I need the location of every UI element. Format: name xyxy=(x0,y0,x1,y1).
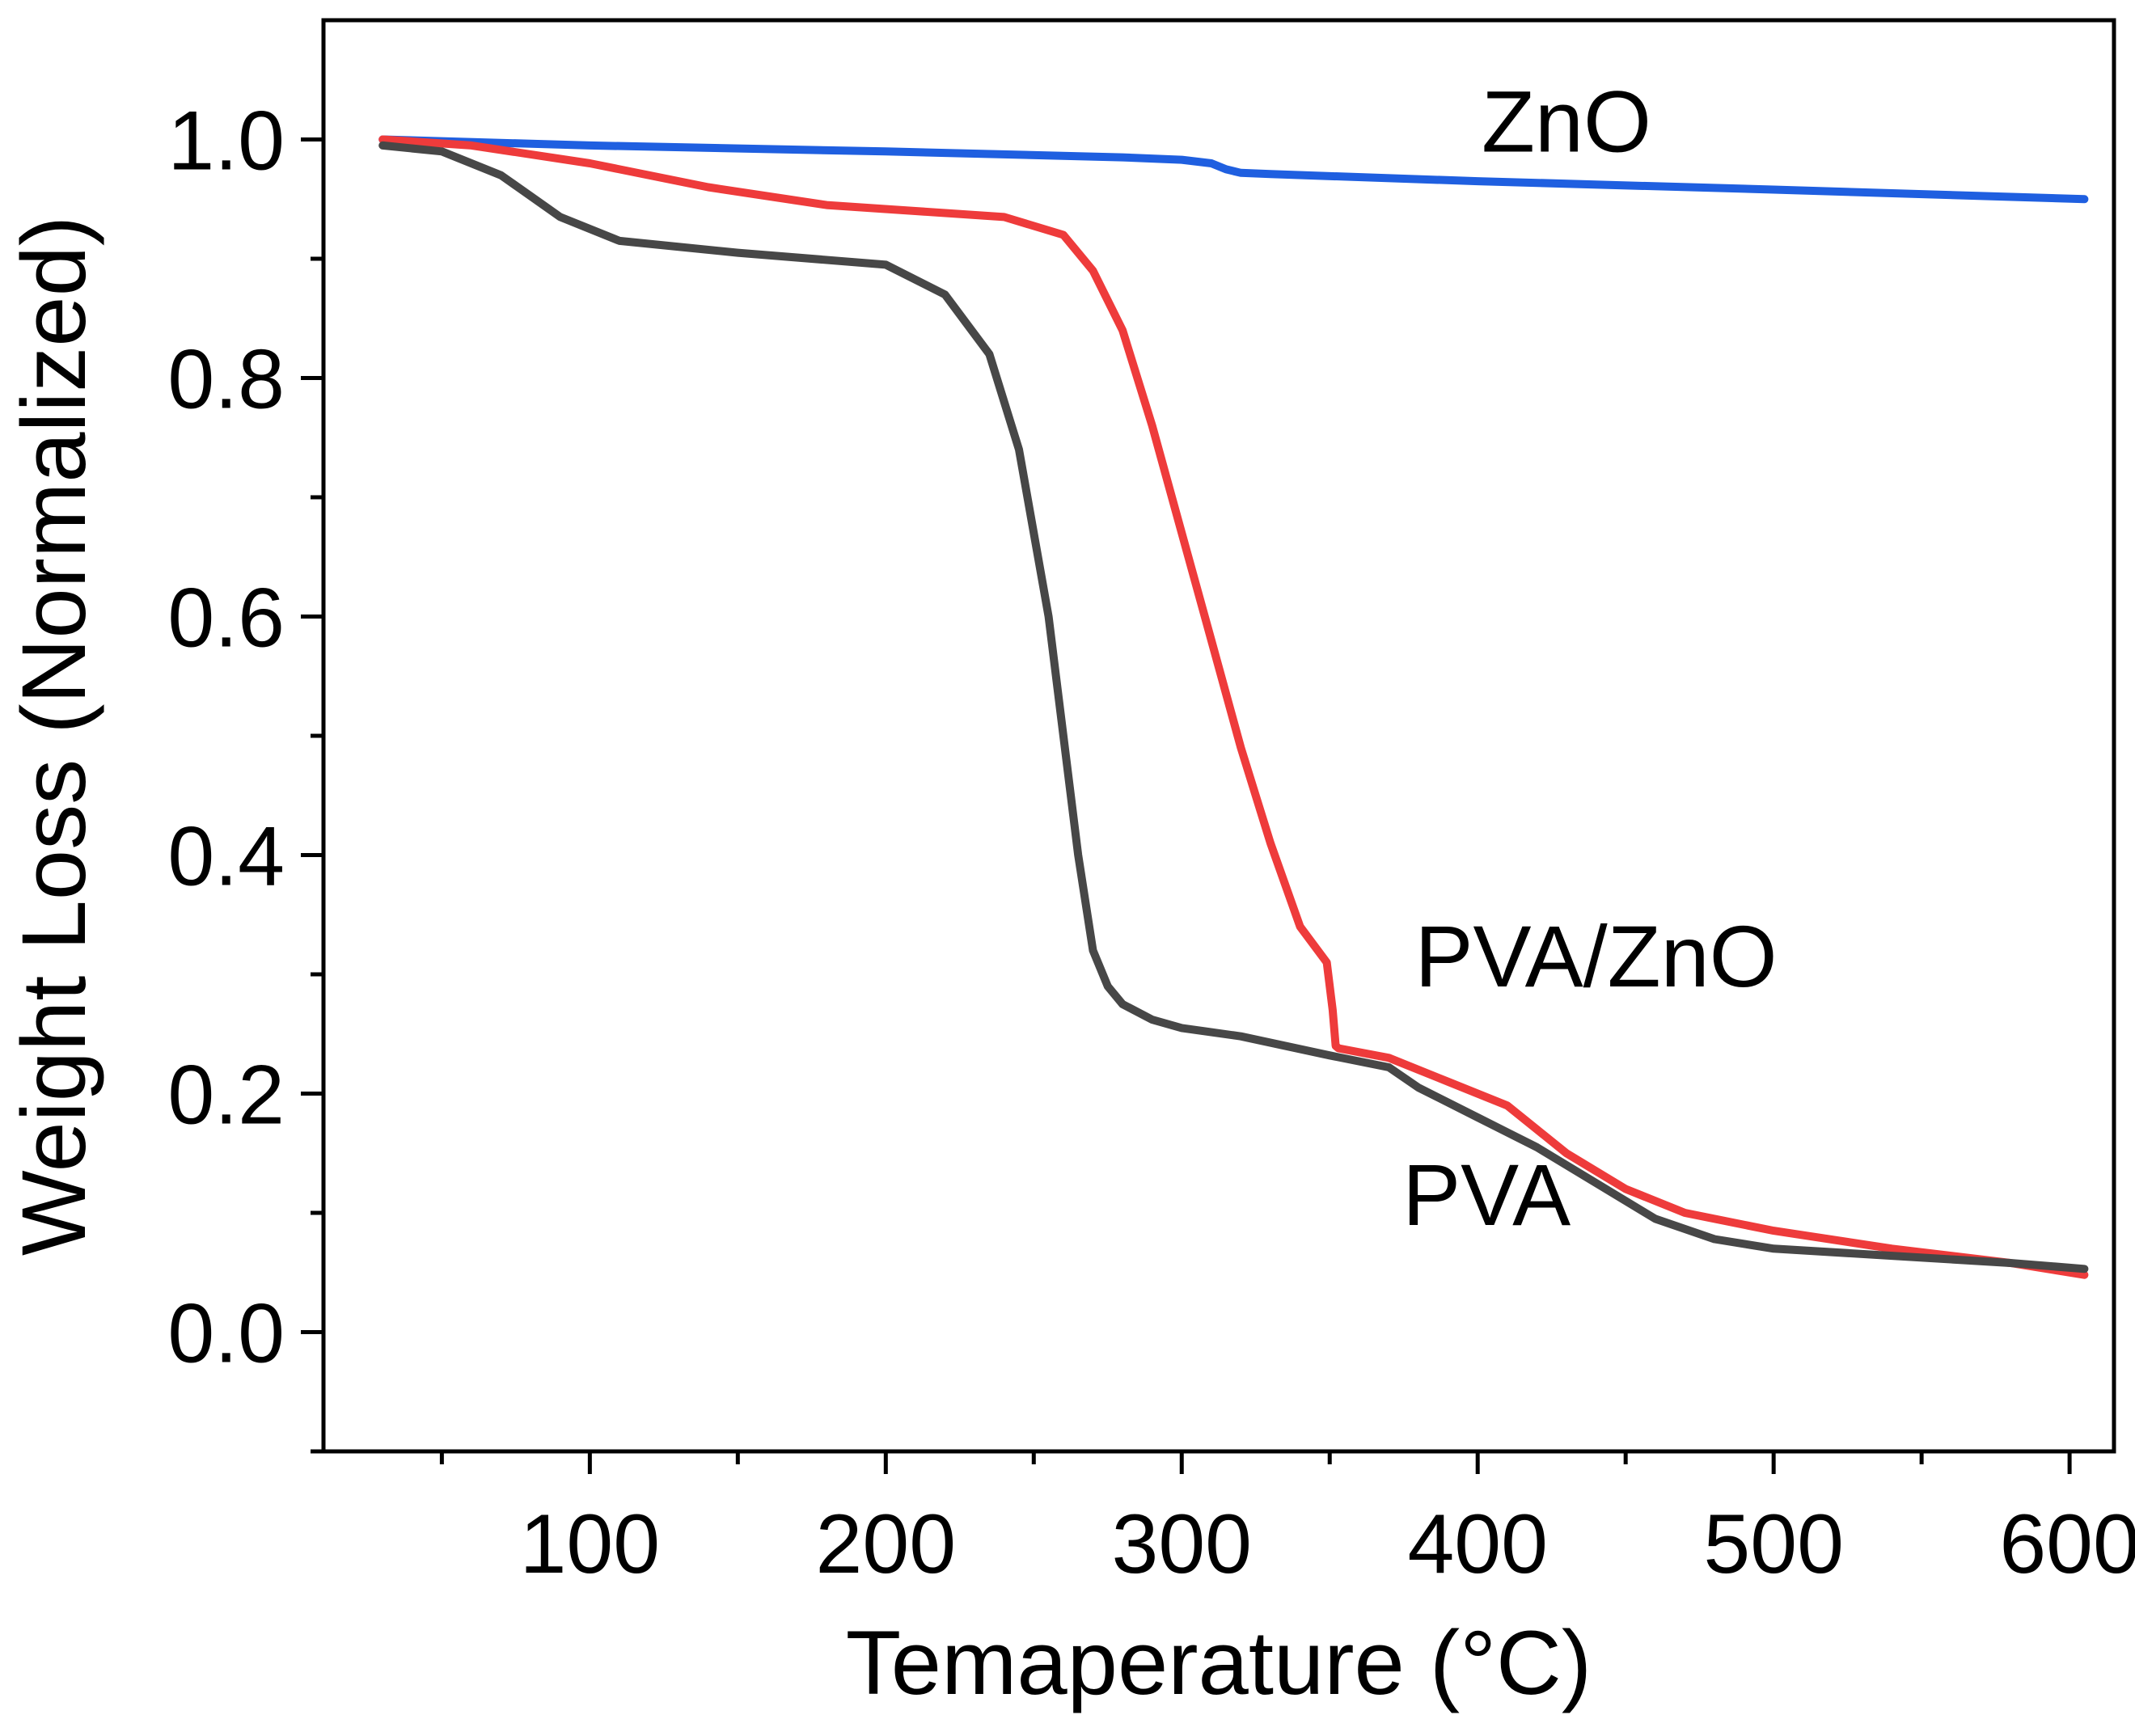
series-line-zno xyxy=(378,135,2089,204)
series-lines xyxy=(378,135,2089,1279)
x-tick-label: 600 xyxy=(1999,1497,2135,1591)
y-axis-ticks: 0.0 0.2 0.4 0.6 0.8 1.0 xyxy=(167,95,323,1454)
axes: 100 200 300 400 500 600 0.0 0.2 0.4 0.6 0.8 1.0 xyxy=(167,18,2135,1591)
plot-frame xyxy=(321,18,2116,1454)
y-tick-label: 0.8 xyxy=(167,333,285,427)
y-axis-title: Weight Loss (Normalized) xyxy=(3,216,104,1256)
x-tick-label: 100 xyxy=(520,1497,661,1591)
x-tick-label: 300 xyxy=(1111,1497,1252,1591)
y-tick-label: 1.0 xyxy=(167,95,285,188)
series-label-pva: PVA xyxy=(1402,1146,1571,1244)
x-tick-label: 200 xyxy=(816,1497,957,1591)
y-tick-label: 0.0 xyxy=(167,1287,285,1381)
series-line-pva-zno xyxy=(378,135,2089,1279)
series-labels: ZnO PVA/ZnO PVA xyxy=(1402,72,1778,1244)
x-axis-ticks: 100 200 300 400 500 600 xyxy=(439,1451,2135,1591)
y-tick-label: 0.2 xyxy=(167,1049,285,1143)
y-tick-label: 0.6 xyxy=(167,572,285,665)
series-label-zno: ZnO xyxy=(1482,72,1651,170)
x-axis-title: Temaperature (°C) xyxy=(846,1612,1592,1713)
x-tick-label: 400 xyxy=(1407,1497,1548,1591)
y-tick-label: 0.4 xyxy=(167,810,285,904)
series-label-pva-zno: PVA/ZnO xyxy=(1415,907,1778,1005)
series-line-pva xyxy=(378,141,2089,1273)
x-tick-label: 500 xyxy=(1703,1497,1844,1591)
